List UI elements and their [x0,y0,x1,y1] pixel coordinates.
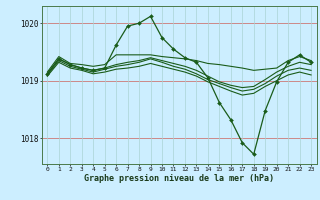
X-axis label: Graphe pression niveau de la mer (hPa): Graphe pression niveau de la mer (hPa) [84,174,274,183]
